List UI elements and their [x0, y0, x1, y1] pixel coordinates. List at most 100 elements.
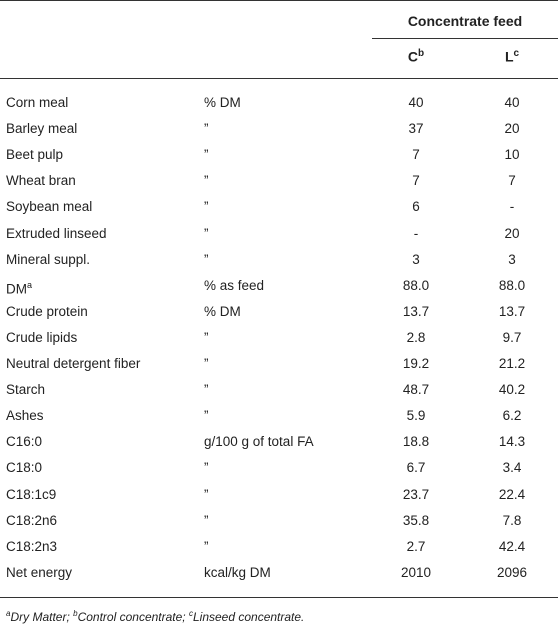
value-c: 5.9 — [406, 408, 426, 424]
value-l: 20 — [504, 121, 520, 137]
value-l: 21.2 — [498, 356, 526, 371]
table-row: Crude lipids ” 2.8 9.7 — [0, 325, 558, 350]
table-row: C16:0 g/100 g of total FA 18.8 14.3 — [0, 429, 558, 454]
value-c: 37 — [408, 121, 424, 137]
value-c: 48.7 — [402, 382, 430, 398]
header-rule — [0, 78, 558, 79]
value-l: 7 — [508, 173, 516, 189]
row-label: DMa — [6, 279, 33, 297]
top-rule — [0, 0, 558, 1]
row-label: Beet pulp — [6, 147, 64, 163]
row-label: C18:1c9 — [6, 486, 57, 502]
row-unit: kcal/kg DM — [204, 564, 271, 580]
value-l: 9.7 — [502, 329, 522, 345]
row-label: Mineral suppl. — [6, 251, 91, 267]
value-c: 6 — [412, 199, 420, 215]
value-c: 2.7 — [406, 538, 426, 554]
row-unit: ” — [204, 147, 209, 163]
table-footnote: aDry Matter; bControl concentrate; cLins… — [6, 609, 305, 624]
value-l: 7.8 — [502, 512, 522, 528]
row-unit: ” — [204, 460, 209, 476]
value-l: 42.4 — [498, 538, 526, 554]
group-rule — [372, 38, 558, 39]
table-row: Wheat bran ” 7 7 — [0, 168, 558, 193]
row-unit: ” — [204, 121, 209, 137]
table-row: Starch ” 48.7 40.2 — [0, 377, 558, 402]
row-label: Soybean meal — [6, 199, 93, 215]
row-unit: ” — [204, 251, 209, 267]
table-row: Crude protein % DM 13.7 13.7 — [0, 299, 558, 324]
value-c: 19.2 — [402, 356, 430, 371]
value-l: 10 — [504, 147, 520, 163]
row-label: Corn meal — [6, 95, 69, 110]
column-header-c: Cb — [407, 48, 425, 65]
table-row: C18:0 ” 6.7 3.4 — [0, 455, 558, 480]
row-label: C16:0 — [6, 434, 43, 450]
table-row: DMa % as feed 88.0 88.0 — [0, 273, 558, 298]
row-label: Ashes — [6, 408, 44, 424]
value-l: 3 — [508, 251, 516, 267]
value-l: 40 — [504, 95, 520, 110]
row-label: Crude protein — [6, 303, 88, 319]
row-unit: % as feed — [204, 277, 265, 293]
row-unit: ” — [204, 199, 209, 215]
row-label: Starch — [6, 382, 46, 398]
value-c: 40 — [408, 95, 424, 110]
value-l: 13.7 — [498, 303, 526, 319]
row-unit: ” — [204, 225, 209, 241]
value-c: 2.8 — [406, 329, 426, 345]
table-row: Corn meal % DM 40 40 — [0, 90, 558, 115]
value-l: 3.4 — [502, 460, 522, 476]
row-label: Neutral detergent fiber — [6, 356, 141, 371]
value-l: 22.4 — [498, 486, 526, 502]
row-unit: ” — [204, 329, 209, 345]
row-unit: ” — [204, 408, 209, 424]
table-row: Beet pulp ” 7 10 — [0, 142, 558, 167]
value-c: 88.0 — [402, 277, 430, 293]
value-l: 40.2 — [498, 382, 526, 398]
row-label: C18:2n3 — [6, 538, 58, 554]
table-row: Soybean meal ” 6 - — [0, 194, 558, 219]
row-label: Barley meal — [6, 121, 78, 137]
bottom-rule — [0, 597, 558, 598]
table-row: Barley meal ” 37 20 — [0, 116, 558, 141]
value-l: 20 — [504, 225, 520, 241]
row-unit: ” — [204, 486, 209, 502]
table-row: Ashes ” 5.9 6.2 — [0, 403, 558, 428]
table-row: Neutral detergent fiber ” 19.2 21.2 — [0, 351, 558, 376]
value-l: 88.0 — [498, 277, 526, 293]
value-l: 14.3 — [498, 434, 526, 450]
row-label: Crude lipids — [6, 329, 78, 345]
table-row: Net energy kcal/kg DM 2010 2096 — [0, 560, 558, 585]
group-title: Concentrate feed — [407, 13, 523, 29]
row-unit: ” — [204, 538, 209, 554]
value-l: 2096 — [496, 564, 528, 580]
column-header-l: Lc — [504, 48, 520, 65]
row-unit: ” — [204, 356, 209, 371]
row-unit: % DM — [204, 95, 241, 110]
value-l: 6.2 — [502, 408, 522, 424]
table-row: C18:2n3 ” 2.7 42.4 — [0, 534, 558, 559]
row-label: C18:0 — [6, 460, 43, 476]
value-c: 18.8 — [402, 434, 430, 450]
row-label: Net energy — [6, 564, 73, 580]
row-unit: ” — [204, 173, 209, 189]
row-unit: ” — [204, 382, 209, 398]
value-c: 13.7 — [402, 303, 430, 319]
value-c: 35.8 — [402, 512, 430, 528]
value-l: - — [509, 199, 515, 215]
table-row: C18:1c9 ” 23.7 22.4 — [0, 482, 558, 507]
value-c: 6.7 — [406, 460, 426, 476]
row-label: Wheat bran — [6, 173, 76, 189]
value-c: - — [413, 225, 419, 241]
value-c: 3 — [412, 251, 420, 267]
value-c: 23.7 — [402, 486, 430, 502]
row-unit: % DM — [204, 303, 241, 319]
table-row: C18:2n6 ” 35.8 7.8 — [0, 508, 558, 533]
table-row: Extruded linseed ” - 20 — [0, 221, 558, 246]
value-c: 2010 — [400, 564, 432, 580]
table-row: Mineral suppl. ” 3 3 — [0, 247, 558, 272]
value-c: 7 — [412, 147, 420, 163]
row-unit: g/100 g of total FA — [204, 434, 314, 450]
